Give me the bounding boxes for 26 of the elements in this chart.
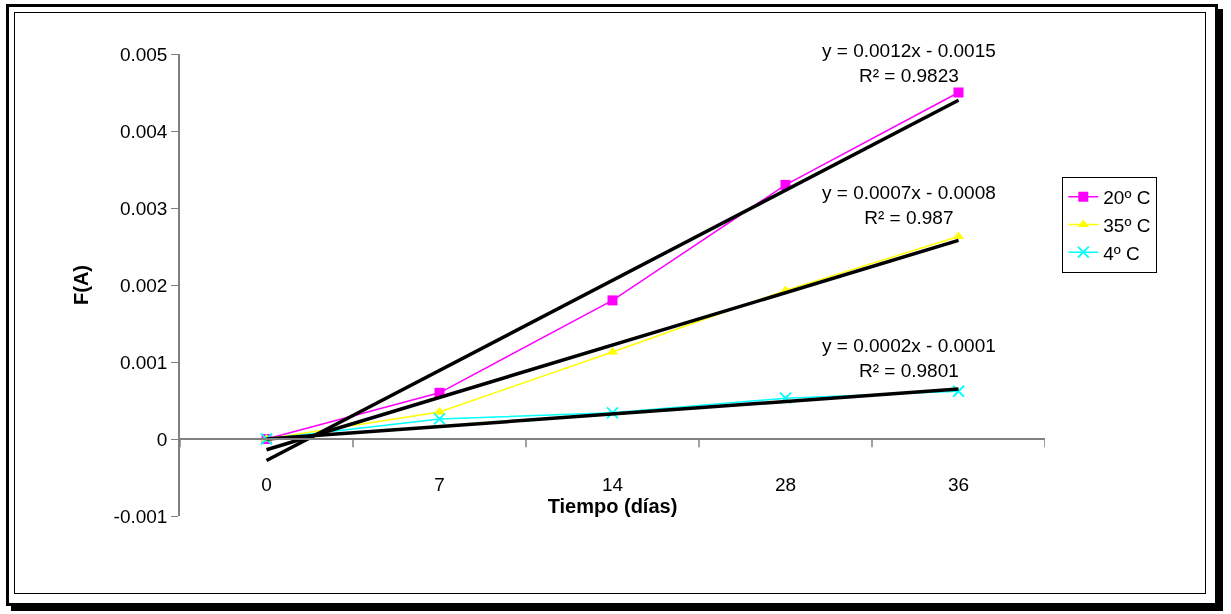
annotation: y = 0.0007x - 0.0008 R² = 0.987 — [822, 182, 996, 228]
x-tick-label: 14 — [601, 473, 624, 495]
x-tick-label: 36 — [947, 473, 970, 495]
point — [433, 412, 446, 426]
legend-label: 20º C — [1103, 187, 1151, 209]
point — [953, 87, 964, 98]
y-tick-label: 0.002 — [119, 274, 168, 296]
annotation: y = 0.0002x - 0.0001 R² = 0.9801 — [822, 335, 996, 381]
point — [952, 384, 965, 398]
y-axis-title: F(A) — [69, 265, 92, 305]
x-axis-title: Tiempo (días) — [547, 494, 678, 517]
point — [779, 391, 792, 405]
y-tick-label: 0.001 — [119, 351, 168, 373]
annotation: y = 0.0012x - 0.0015 R² = 0.9823 — [822, 40, 996, 86]
x-tick-label: 28 — [774, 473, 797, 495]
y-tick-label: 0 — [156, 428, 168, 450]
x-tick-label: 0 — [261, 473, 272, 495]
y-tick-label: 0.005 — [119, 43, 168, 65]
x-tick-label: 7 — [434, 473, 445, 495]
point — [607, 295, 618, 306]
point — [606, 406, 619, 420]
y-tick-label: 0.003 — [119, 197, 168, 219]
y-tick-label: 0.004 — [119, 120, 168, 142]
y-tick-label: -0.001 — [113, 505, 168, 527]
legend-label: 35º C — [1103, 214, 1151, 236]
legend-label: 4º C — [1103, 242, 1140, 264]
